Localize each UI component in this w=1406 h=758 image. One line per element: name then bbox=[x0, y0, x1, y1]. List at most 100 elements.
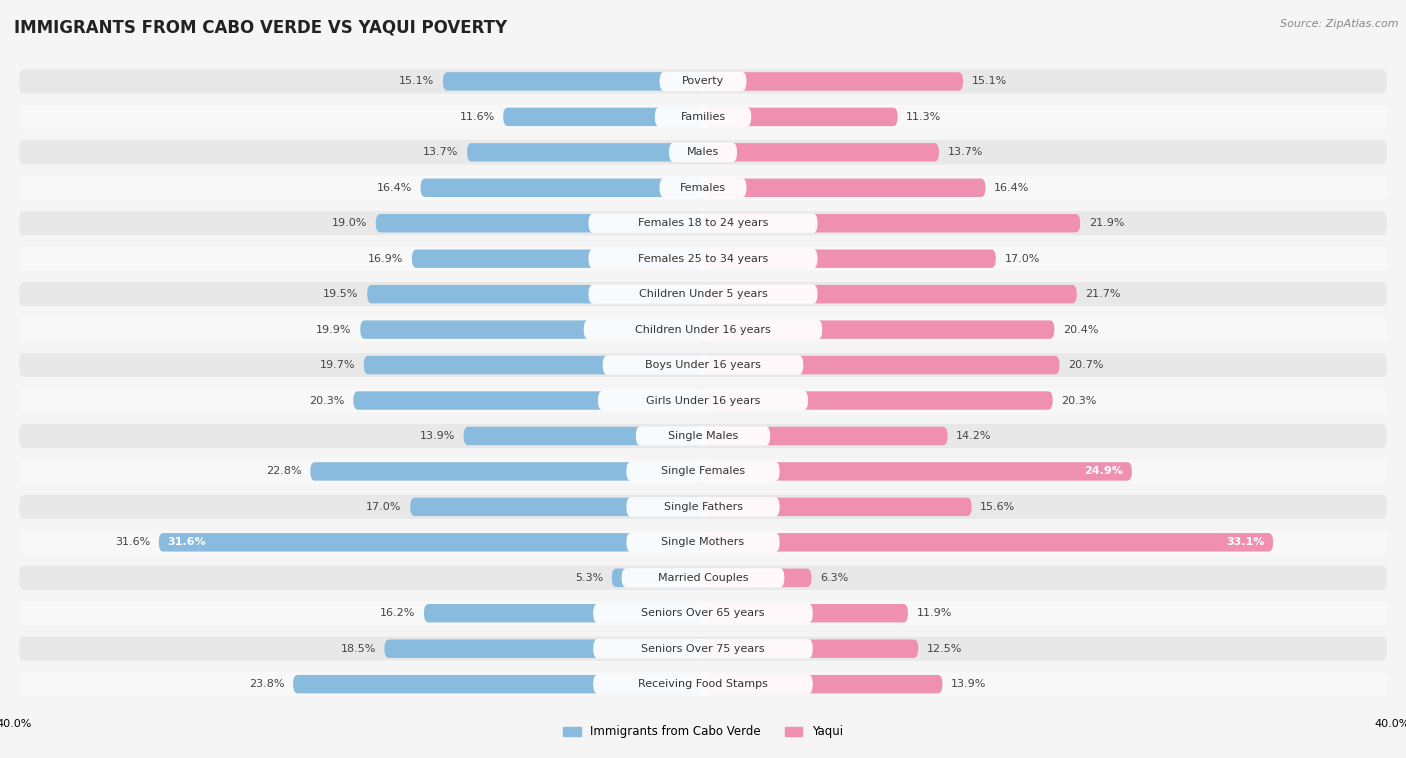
FancyBboxPatch shape bbox=[375, 214, 703, 233]
FancyBboxPatch shape bbox=[420, 179, 703, 197]
FancyBboxPatch shape bbox=[703, 285, 1077, 303]
Text: IMMIGRANTS FROM CABO VERDE VS YAQUI POVERTY: IMMIGRANTS FROM CABO VERDE VS YAQUI POVE… bbox=[14, 19, 508, 37]
FancyBboxPatch shape bbox=[703, 214, 1080, 233]
FancyBboxPatch shape bbox=[20, 353, 1386, 377]
Text: Married Couples: Married Couples bbox=[658, 573, 748, 583]
FancyBboxPatch shape bbox=[593, 675, 813, 694]
FancyBboxPatch shape bbox=[703, 568, 811, 587]
FancyBboxPatch shape bbox=[703, 498, 972, 516]
Text: 24.9%: 24.9% bbox=[1084, 466, 1123, 477]
FancyBboxPatch shape bbox=[626, 533, 780, 552]
Text: 16.4%: 16.4% bbox=[994, 183, 1029, 193]
FancyBboxPatch shape bbox=[703, 108, 897, 126]
Text: Girls Under 16 years: Girls Under 16 years bbox=[645, 396, 761, 406]
FancyBboxPatch shape bbox=[703, 675, 942, 694]
FancyBboxPatch shape bbox=[353, 391, 703, 410]
Text: Males: Males bbox=[688, 147, 718, 158]
FancyBboxPatch shape bbox=[659, 178, 747, 198]
FancyBboxPatch shape bbox=[703, 462, 1132, 481]
Text: Females: Females bbox=[681, 183, 725, 193]
FancyBboxPatch shape bbox=[703, 143, 939, 161]
FancyBboxPatch shape bbox=[703, 321, 1054, 339]
FancyBboxPatch shape bbox=[703, 533, 1272, 552]
Text: Seniors Over 65 years: Seniors Over 65 years bbox=[641, 608, 765, 619]
Text: 22.8%: 22.8% bbox=[266, 466, 302, 477]
FancyBboxPatch shape bbox=[593, 639, 813, 659]
FancyBboxPatch shape bbox=[589, 284, 817, 304]
Text: 21.9%: 21.9% bbox=[1088, 218, 1125, 228]
FancyBboxPatch shape bbox=[626, 462, 780, 481]
Text: 31.6%: 31.6% bbox=[115, 537, 150, 547]
FancyBboxPatch shape bbox=[612, 568, 703, 587]
FancyBboxPatch shape bbox=[589, 249, 817, 268]
Text: 17.0%: 17.0% bbox=[1004, 254, 1040, 264]
FancyBboxPatch shape bbox=[20, 637, 1386, 661]
Text: Single Fathers: Single Fathers bbox=[664, 502, 742, 512]
Text: Boys Under 16 years: Boys Under 16 years bbox=[645, 360, 761, 370]
Text: Children Under 5 years: Children Under 5 years bbox=[638, 289, 768, 299]
FancyBboxPatch shape bbox=[20, 211, 1386, 235]
Text: Children Under 16 years: Children Under 16 years bbox=[636, 324, 770, 334]
FancyBboxPatch shape bbox=[703, 179, 986, 197]
FancyBboxPatch shape bbox=[20, 601, 1386, 625]
FancyBboxPatch shape bbox=[20, 318, 1386, 342]
FancyBboxPatch shape bbox=[311, 462, 703, 481]
FancyBboxPatch shape bbox=[20, 70, 1386, 93]
FancyBboxPatch shape bbox=[20, 565, 1386, 590]
Text: 13.9%: 13.9% bbox=[419, 431, 456, 441]
Text: 16.4%: 16.4% bbox=[377, 183, 412, 193]
FancyBboxPatch shape bbox=[411, 498, 703, 516]
FancyBboxPatch shape bbox=[443, 72, 703, 91]
Text: 16.9%: 16.9% bbox=[368, 254, 404, 264]
Text: 16.2%: 16.2% bbox=[380, 608, 415, 619]
FancyBboxPatch shape bbox=[659, 72, 747, 91]
Text: 18.5%: 18.5% bbox=[340, 644, 375, 653]
FancyBboxPatch shape bbox=[20, 176, 1386, 200]
FancyBboxPatch shape bbox=[467, 143, 703, 161]
FancyBboxPatch shape bbox=[583, 320, 823, 340]
Text: Poverty: Poverty bbox=[682, 77, 724, 86]
FancyBboxPatch shape bbox=[703, 604, 908, 622]
FancyBboxPatch shape bbox=[20, 282, 1386, 306]
Text: 13.7%: 13.7% bbox=[423, 147, 458, 158]
Text: Single Mothers: Single Mothers bbox=[661, 537, 745, 547]
FancyBboxPatch shape bbox=[636, 426, 770, 446]
FancyBboxPatch shape bbox=[589, 214, 817, 233]
FancyBboxPatch shape bbox=[503, 108, 703, 126]
FancyBboxPatch shape bbox=[425, 604, 703, 622]
Text: 20.3%: 20.3% bbox=[1062, 396, 1097, 406]
FancyBboxPatch shape bbox=[20, 495, 1386, 519]
Text: 15.6%: 15.6% bbox=[980, 502, 1015, 512]
Text: Females 25 to 34 years: Females 25 to 34 years bbox=[638, 254, 768, 264]
FancyBboxPatch shape bbox=[384, 640, 703, 658]
Text: Source: ZipAtlas.com: Source: ZipAtlas.com bbox=[1281, 19, 1399, 29]
FancyBboxPatch shape bbox=[292, 675, 703, 694]
Text: 15.1%: 15.1% bbox=[399, 77, 434, 86]
Text: 11.6%: 11.6% bbox=[460, 112, 495, 122]
Text: 12.5%: 12.5% bbox=[927, 644, 962, 653]
Text: 19.5%: 19.5% bbox=[323, 289, 359, 299]
FancyBboxPatch shape bbox=[364, 356, 703, 374]
Text: 20.4%: 20.4% bbox=[1063, 324, 1098, 334]
FancyBboxPatch shape bbox=[20, 105, 1386, 129]
FancyBboxPatch shape bbox=[412, 249, 703, 268]
FancyBboxPatch shape bbox=[20, 672, 1386, 696]
FancyBboxPatch shape bbox=[20, 246, 1386, 271]
FancyBboxPatch shape bbox=[703, 427, 948, 445]
FancyBboxPatch shape bbox=[655, 107, 751, 127]
Text: 23.8%: 23.8% bbox=[249, 679, 284, 689]
Text: Females 18 to 24 years: Females 18 to 24 years bbox=[638, 218, 768, 228]
Text: Single Females: Single Females bbox=[661, 466, 745, 477]
Text: 13.9%: 13.9% bbox=[950, 679, 987, 689]
FancyBboxPatch shape bbox=[621, 568, 785, 587]
FancyBboxPatch shape bbox=[669, 143, 737, 162]
FancyBboxPatch shape bbox=[464, 427, 703, 445]
Text: Families: Families bbox=[681, 112, 725, 122]
Text: 17.0%: 17.0% bbox=[366, 502, 402, 512]
FancyBboxPatch shape bbox=[703, 640, 918, 658]
FancyBboxPatch shape bbox=[20, 424, 1386, 448]
Text: 14.2%: 14.2% bbox=[956, 431, 991, 441]
FancyBboxPatch shape bbox=[593, 603, 813, 623]
Legend: Immigrants from Cabo Verde, Yaqui: Immigrants from Cabo Verde, Yaqui bbox=[558, 720, 848, 743]
Text: 33.1%: 33.1% bbox=[1226, 537, 1264, 547]
